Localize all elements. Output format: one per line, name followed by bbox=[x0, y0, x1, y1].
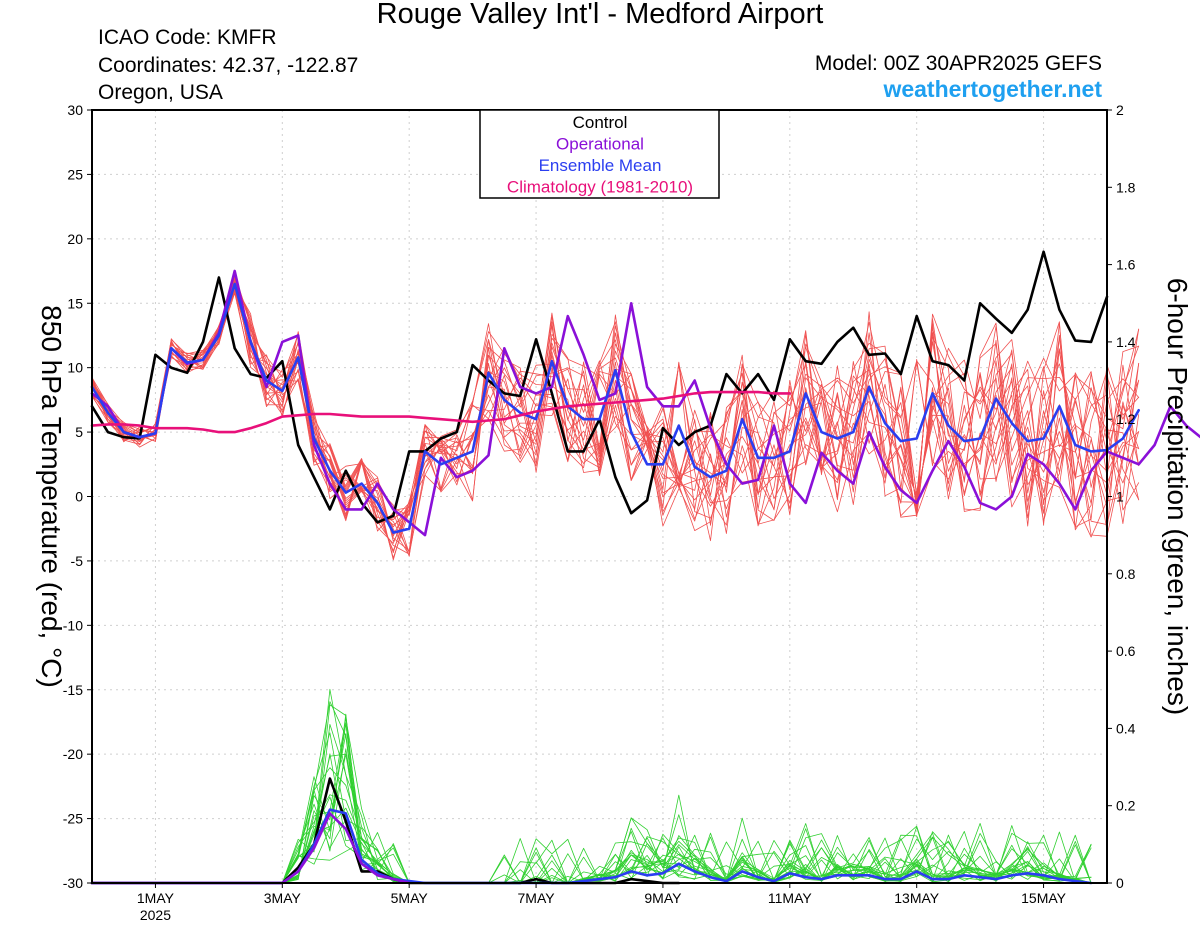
precipitation-member-line bbox=[91, 767, 1092, 884]
x-tick-label: 11MAY bbox=[768, 890, 812, 906]
icao-code: ICAO Code: KMFR bbox=[98, 26, 277, 49]
y-tick-label: 5 bbox=[75, 424, 83, 440]
chart-title: Rouge Valley Int'l - Medford Airport bbox=[376, 0, 824, 30]
y-tick-label: -30 bbox=[63, 875, 83, 891]
y-right-tick-label: 2 bbox=[1116, 102, 1124, 118]
y-tick-label: -15 bbox=[63, 682, 83, 698]
temperature-member-line bbox=[91, 281, 1140, 556]
temperature-member-line bbox=[91, 290, 1140, 531]
x-tick-label: 3MAY bbox=[264, 890, 302, 906]
climatology-temperature-line bbox=[90, 390, 792, 434]
legend-box bbox=[479, 109, 720, 199]
y-tick-label: 25 bbox=[67, 166, 83, 182]
y-right-tick-label: 1 bbox=[1116, 489, 1124, 505]
temperature-member-line bbox=[91, 287, 1140, 552]
region: Oregon, USA bbox=[98, 81, 223, 104]
precipitation-member-line bbox=[91, 796, 1092, 884]
x-tick-label: 9MAY bbox=[644, 890, 682, 906]
model-run: Model: 00Z 30APR2025 GEFS bbox=[814, 52, 1102, 75]
legend-entry: Climatology (1981-2010) bbox=[507, 178, 693, 197]
y-tick-label: 0 bbox=[75, 489, 83, 505]
y-right-tick-label: 0.6 bbox=[1116, 643, 1136, 659]
y-right-tick-label: 1.6 bbox=[1116, 257, 1136, 273]
x-tick-label: 7MAY bbox=[518, 890, 556, 906]
temperature-member-line bbox=[91, 275, 1140, 537]
temperature-member-line bbox=[91, 292, 1140, 537]
website-link[interactable]: weathertogether.net bbox=[883, 76, 1102, 102]
precipitation-member-line bbox=[91, 724, 1092, 884]
temperature-member-line bbox=[91, 279, 1140, 561]
ensemble-members bbox=[91, 273, 1140, 884]
temperature-member-line bbox=[91, 273, 1140, 554]
precipitation-member-line bbox=[91, 688, 1092, 884]
x-tick-year-label: 2025 bbox=[140, 907, 171, 923]
x-tick-label: 15MAY bbox=[1021, 890, 1067, 906]
legend-entry: Operational bbox=[556, 135, 644, 154]
y-tick-label: -5 bbox=[71, 553, 84, 569]
x-tick-label: 1MAY bbox=[137, 890, 175, 906]
legend: Control Operational Ensemble Mean Climatolo… bbox=[479, 109, 720, 199]
temperature-member-line bbox=[91, 277, 1140, 535]
y-tick-label: 15 bbox=[67, 295, 83, 311]
y-right-tick-label: 0 bbox=[1116, 875, 1124, 891]
grid-lines bbox=[92, 110, 1107, 883]
temperature-member-line bbox=[91, 290, 1140, 553]
x-tick-label: 13MAY bbox=[894, 890, 940, 906]
operational-temperature-line bbox=[90, 269, 1200, 537]
precipitation-member-line bbox=[91, 732, 1092, 884]
legend-entry: Control bbox=[573, 113, 628, 132]
temperature-member-line bbox=[91, 285, 1140, 559]
precipitation-member-line bbox=[91, 748, 1092, 884]
y-tick-label: 30 bbox=[67, 102, 83, 118]
y-right-tick-label: 0.8 bbox=[1116, 566, 1136, 582]
temperature-member-line bbox=[91, 277, 1140, 555]
y-right-tick-label: 1.8 bbox=[1116, 179, 1136, 195]
y-axis-title: 850 hPa Temperature (red, °C) bbox=[36, 305, 67, 688]
y-right-tick-label: 1.4 bbox=[1116, 334, 1136, 350]
ensemble-mean-temperature-line bbox=[90, 282, 1140, 534]
y-tick-label: -20 bbox=[63, 746, 83, 762]
y-right-tick-label: 0.4 bbox=[1116, 720, 1136, 736]
legend-entry: Ensemble Mean bbox=[539, 156, 662, 175]
x-tick-label: 5MAY bbox=[391, 890, 429, 906]
coordinates: Coordinates: 42.37, -122.87 bbox=[98, 54, 359, 77]
control-temperature-line bbox=[90, 250, 1109, 524]
y-tick-label: -10 bbox=[63, 617, 83, 633]
y-tick-label: 20 bbox=[67, 231, 83, 247]
precipitation-member-line bbox=[91, 723, 1092, 884]
plot-frame bbox=[91, 109, 1108, 884]
y-right-tick-label: 1.2 bbox=[1116, 411, 1136, 427]
y-tick-label: 10 bbox=[67, 360, 83, 376]
y-tick-label: -25 bbox=[63, 811, 83, 827]
y-right-axis-title: 6-hour Precipitation (green, inches) bbox=[1162, 278, 1193, 715]
y-right-tick-label: 0.2 bbox=[1116, 798, 1136, 814]
temperature-member-line bbox=[91, 285, 1140, 557]
